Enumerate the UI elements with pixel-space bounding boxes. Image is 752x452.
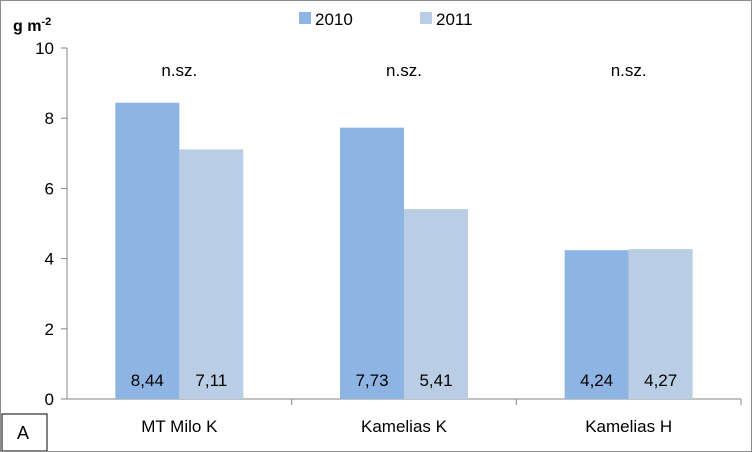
data-label: 8,44 xyxy=(131,371,164,390)
x-category-label: Kamelias K xyxy=(361,417,448,436)
significance-annotation: n.sz. xyxy=(611,61,647,80)
significance-annotation: n.sz. xyxy=(386,61,422,80)
y-tick-label: 10 xyxy=(35,39,54,58)
y-tick-label: 0 xyxy=(45,390,54,409)
y-tick-label: 2 xyxy=(45,320,54,339)
bar xyxy=(564,250,629,399)
data-label: 4,27 xyxy=(644,371,677,390)
y-axis-unit: g m-2 xyxy=(13,16,51,35)
data-label: 4,24 xyxy=(580,371,613,390)
y-tick-label: 6 xyxy=(45,179,54,198)
x-category-label: MT Milo K xyxy=(141,417,218,436)
bars xyxy=(115,102,693,400)
labels: MT Milo K n.sz. 8,44 7,11 Kamelias K n.sz. 7,7… xyxy=(131,61,677,436)
panel-label-box: A xyxy=(1,413,48,451)
legend: 2010 2011 xyxy=(299,10,473,29)
bar xyxy=(340,127,404,399)
bar xyxy=(115,102,180,400)
y-axis-unit-superscript: -2 xyxy=(41,16,51,28)
y-tick-label: 8 xyxy=(45,109,54,128)
legend-entry-label: 2011 xyxy=(436,10,473,29)
significance-annotation: n.sz. xyxy=(161,61,197,80)
legend-swatch xyxy=(299,12,311,24)
panel-label: A xyxy=(17,423,29,443)
data-label: 5,41 xyxy=(419,371,452,390)
legend-swatch xyxy=(420,12,432,24)
legend-entry-label: 2010 xyxy=(315,10,353,29)
data-label: 7,11 xyxy=(195,371,227,390)
x-category-label: Kamelias H xyxy=(585,417,672,436)
data-label: 7,73 xyxy=(355,371,388,390)
bar xyxy=(179,149,244,399)
bar xyxy=(404,209,468,399)
y-tick-label: 4 xyxy=(45,250,54,269)
bar xyxy=(628,249,693,399)
